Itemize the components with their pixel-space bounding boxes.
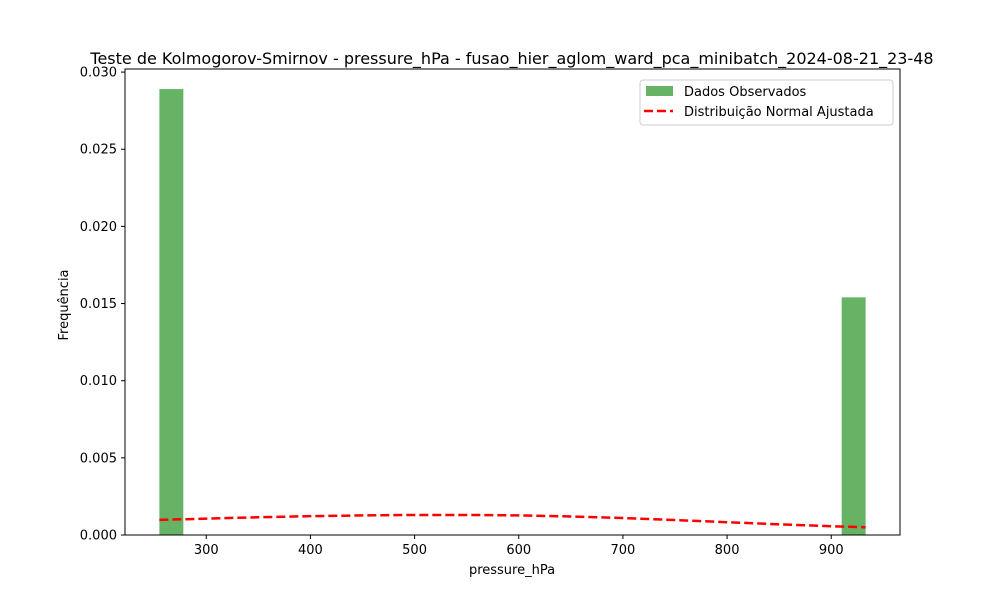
y-tick-label-0.010: 0.010 [80, 374, 117, 389]
x-tick-label-600: 600 [506, 543, 531, 558]
histogram-bar-2 [841, 297, 866, 535]
y-tick-label-0.015: 0.015 [80, 297, 117, 312]
legend-label-normal: Distribuição Normal Ajustada [684, 105, 874, 120]
x-tick-label-700: 700 [611, 543, 636, 558]
y-axis-label: Frequência [57, 269, 72, 340]
x-tick-label-800: 800 [715, 543, 740, 558]
y-tick-label-0.005: 0.005 [80, 451, 117, 466]
y-tick-label-0.030: 0.030 [80, 66, 117, 81]
plot-background [125, 69, 900, 535]
axes-frame [124, 68, 901, 536]
legend-swatch-observed [646, 86, 673, 96]
normal-fit-line [159, 513, 866, 529]
y-tick-label-0.000: 0.000 [80, 529, 117, 544]
y-tick-label-0.020: 0.020 [80, 220, 117, 235]
x-tick-label-300: 300 [194, 543, 219, 558]
legend-label-observed: Dados Observados [684, 85, 807, 100]
plot-area [125, 69, 900, 535]
y-tick-label-0.025: 0.025 [80, 143, 117, 158]
legend-box [639, 79, 894, 126]
chart-marks [159, 89, 866, 535]
axes: 300 400 500 600 700 800 900 0.000 0.005 0.010 0.01… [80, 66, 901, 558]
legend: Dados Observados Distribuição Normal Ajus… [639, 79, 894, 126]
chart-title: Teste de Kolmogorov-Smirnov - pressure_h… [89, 49, 933, 69]
x-tick-label-500: 500 [402, 543, 427, 558]
histogram-bar-1 [159, 89, 184, 535]
x-tick-label-400: 400 [298, 543, 323, 558]
x-tick-label-900: 900 [819, 543, 844, 558]
x-axis-label: pressure_hPa [469, 563, 555, 578]
